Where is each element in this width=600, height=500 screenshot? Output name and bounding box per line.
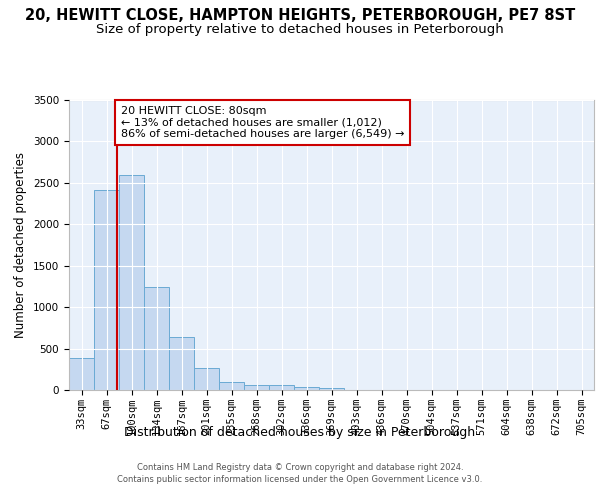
Y-axis label: Number of detached properties: Number of detached properties <box>14 152 28 338</box>
Text: Distribution of detached houses by size in Peterborough: Distribution of detached houses by size … <box>124 426 476 439</box>
Text: 20 HEWITT CLOSE: 80sqm
← 13% of detached houses are smaller (1,012)
86% of semi-: 20 HEWITT CLOSE: 80sqm ← 13% of detached… <box>121 106 404 139</box>
Text: Contains HM Land Registry data © Crown copyright and database right 2024.: Contains HM Land Registry data © Crown c… <box>137 464 463 472</box>
Bar <box>119 174 144 390</box>
Text: Size of property relative to detached houses in Peterborough: Size of property relative to detached ho… <box>96 22 504 36</box>
Bar <box>244 385 269 390</box>
Bar <box>194 368 219 390</box>
Bar <box>169 337 194 390</box>
Bar <box>94 190 119 390</box>
Bar <box>69 358 94 390</box>
Text: Contains public sector information licensed under the Open Government Licence v3: Contains public sector information licen… <box>118 475 482 484</box>
Bar <box>319 388 344 390</box>
Bar <box>219 382 244 390</box>
Bar <box>144 288 169 390</box>
Text: 20, HEWITT CLOSE, HAMPTON HEIGHTS, PETERBOROUGH, PE7 8ST: 20, HEWITT CLOSE, HAMPTON HEIGHTS, PETER… <box>25 8 575 22</box>
Bar <box>269 386 294 390</box>
Bar <box>294 386 319 390</box>
